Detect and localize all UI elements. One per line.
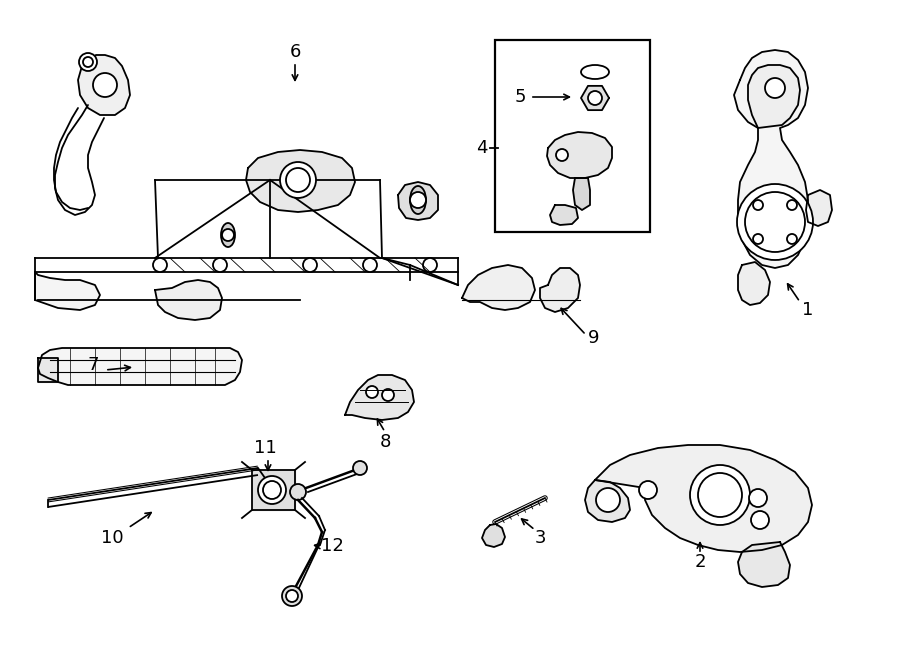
Polygon shape xyxy=(748,65,800,128)
Polygon shape xyxy=(550,205,578,225)
Polygon shape xyxy=(38,358,58,382)
Polygon shape xyxy=(155,280,222,320)
Circle shape xyxy=(153,258,167,272)
Circle shape xyxy=(213,258,227,272)
Circle shape xyxy=(751,511,769,529)
Polygon shape xyxy=(246,150,355,212)
Text: 6: 6 xyxy=(289,43,301,61)
Circle shape xyxy=(588,91,602,105)
Polygon shape xyxy=(547,132,612,178)
Polygon shape xyxy=(585,480,630,522)
Circle shape xyxy=(93,73,117,97)
Text: 1: 1 xyxy=(802,301,814,319)
Circle shape xyxy=(353,461,367,475)
Polygon shape xyxy=(398,182,438,220)
Circle shape xyxy=(303,258,317,272)
Polygon shape xyxy=(595,445,812,552)
Ellipse shape xyxy=(221,223,235,247)
Bar xyxy=(495,40,650,232)
Circle shape xyxy=(263,481,281,499)
Polygon shape xyxy=(581,86,609,110)
Text: 12: 12 xyxy=(320,537,344,555)
Polygon shape xyxy=(734,50,808,268)
Polygon shape xyxy=(38,348,242,385)
Circle shape xyxy=(363,258,377,272)
Polygon shape xyxy=(462,265,535,310)
Circle shape xyxy=(639,481,657,499)
Circle shape xyxy=(280,162,316,198)
Polygon shape xyxy=(78,55,130,115)
Polygon shape xyxy=(738,542,790,587)
Circle shape xyxy=(410,192,426,208)
Text: 5: 5 xyxy=(514,88,526,106)
Circle shape xyxy=(79,53,97,71)
Text: 8: 8 xyxy=(379,433,391,451)
Polygon shape xyxy=(35,272,100,310)
Circle shape xyxy=(753,200,763,210)
Ellipse shape xyxy=(410,186,426,214)
Polygon shape xyxy=(573,178,590,210)
Circle shape xyxy=(787,234,797,244)
Circle shape xyxy=(556,149,568,161)
Circle shape xyxy=(222,229,234,241)
Circle shape xyxy=(282,586,302,606)
Polygon shape xyxy=(482,524,505,547)
Circle shape xyxy=(787,200,797,210)
Polygon shape xyxy=(345,375,414,420)
Circle shape xyxy=(698,473,742,517)
Circle shape xyxy=(745,192,805,252)
Text: 10: 10 xyxy=(101,529,123,547)
Circle shape xyxy=(366,386,378,398)
Circle shape xyxy=(83,57,93,67)
Circle shape xyxy=(749,489,767,507)
Circle shape xyxy=(382,389,394,401)
Circle shape xyxy=(290,484,306,500)
Text: 4: 4 xyxy=(476,139,488,157)
Circle shape xyxy=(423,258,437,272)
Circle shape xyxy=(286,168,310,192)
Circle shape xyxy=(258,476,286,504)
Text: 7: 7 xyxy=(87,356,99,374)
Circle shape xyxy=(737,184,813,260)
Circle shape xyxy=(286,590,298,602)
Polygon shape xyxy=(540,268,580,312)
Polygon shape xyxy=(252,470,295,510)
Text: 3: 3 xyxy=(535,529,545,547)
Text: 2: 2 xyxy=(694,553,706,571)
Polygon shape xyxy=(806,190,832,226)
Text: 9: 9 xyxy=(589,329,599,347)
Polygon shape xyxy=(738,262,770,305)
Circle shape xyxy=(690,465,750,525)
Circle shape xyxy=(753,234,763,244)
Text: 11: 11 xyxy=(254,439,276,457)
Circle shape xyxy=(596,488,620,512)
Circle shape xyxy=(765,78,785,98)
